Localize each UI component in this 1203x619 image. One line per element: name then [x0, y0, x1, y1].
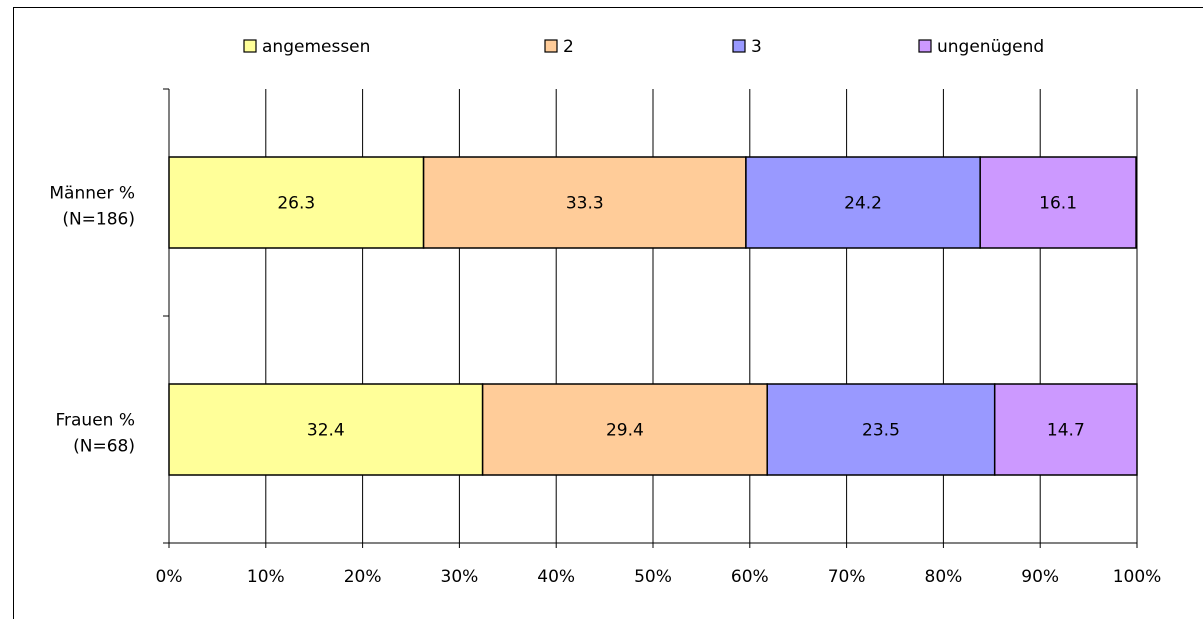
bar-segment — [422, 156, 747, 249]
x-tick-label: 40% — [537, 567, 575, 587]
chart-frame — [13, 7, 1203, 619]
data-label: 33.3 — [566, 194, 604, 214]
legend-swatch — [544, 39, 558, 53]
legend-label: 2 — [563, 37, 574, 57]
bar-segment — [993, 383, 1138, 476]
legend-label: 3 — [751, 37, 762, 57]
x-tick-label: 100% — [1113, 567, 1162, 587]
data-label: 26.3 — [277, 194, 315, 214]
category-label-line: Frauen % — [55, 411, 135, 431]
data-label: 14.7 — [1047, 421, 1085, 441]
data-label: 32.4 — [307, 421, 345, 441]
bar-segment — [481, 383, 768, 476]
bar-segment — [168, 156, 425, 249]
x-tick-label: 0% — [156, 567, 183, 587]
x-tick-label: 60% — [731, 567, 769, 587]
category-label-line: (N=68) — [73, 437, 135, 457]
legend-swatch — [243, 39, 257, 53]
x-tick-label: 90% — [1021, 567, 1059, 587]
x-tick-label: 70% — [828, 567, 866, 587]
category-label-line: Männer % — [49, 184, 135, 204]
data-label: 23.5 — [862, 421, 900, 441]
x-tick-label: 30% — [441, 567, 479, 587]
legend-swatch — [918, 39, 932, 53]
category-label-line: (N=186) — [62, 210, 135, 230]
data-label: 24.2 — [844, 194, 882, 214]
x-tick-label: 20% — [344, 567, 382, 587]
bar-segment — [745, 156, 981, 249]
legend-label: ungenügend — [937, 37, 1044, 57]
data-label: 16.1 — [1039, 194, 1077, 214]
x-tick-label: 50% — [634, 567, 672, 587]
x-tick-label: 80% — [925, 567, 963, 587]
data-label: 29.4 — [606, 421, 644, 441]
x-tick-label: 10% — [247, 567, 285, 587]
legend-swatch — [732, 39, 746, 53]
category-label: Frauen % (N=68) — [55, 411, 135, 457]
category-label: Männer % (N=186) — [49, 184, 135, 230]
bar-segment — [979, 156, 1137, 249]
legend-label: angemessen — [262, 37, 370, 57]
bar-segment — [766, 383, 996, 476]
